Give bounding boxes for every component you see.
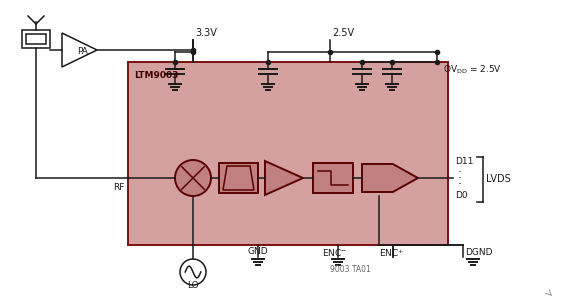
Bar (219, 163, 258, 193)
Text: D0: D0 (455, 192, 468, 200)
Text: ·: · (458, 167, 462, 180)
Text: ·: · (458, 178, 462, 192)
Text: RF: RF (112, 184, 124, 192)
Circle shape (175, 160, 211, 196)
Bar (128, 62, 448, 245)
Polygon shape (362, 164, 418, 192)
Text: D11: D11 (455, 157, 473, 167)
Text: ENC$^{+}$: ENC$^{+}$ (379, 247, 405, 259)
Text: LVDS: LVDS (486, 174, 511, 184)
Bar (26, 34, 46, 44)
Text: LO: LO (187, 281, 199, 290)
Bar (313, 163, 353, 193)
Text: DGND: DGND (465, 248, 492, 257)
Polygon shape (265, 161, 303, 195)
Text: 9003 TA01: 9003 TA01 (330, 265, 370, 274)
Text: ENC$^{-}$: ENC$^{-}$ (322, 247, 348, 258)
Text: 2.5V: 2.5V (332, 28, 354, 38)
Text: GND: GND (248, 247, 268, 256)
Text: PA: PA (77, 48, 88, 56)
Text: ·: · (458, 173, 462, 185)
Text: OV$_{\mathrm{DD}}$ = 2.5V: OV$_{\mathrm{DD}}$ = 2.5V (443, 64, 502, 76)
Bar (22, 30, 50, 48)
Text: 3.3V: 3.3V (195, 28, 217, 38)
Text: LTM9003: LTM9003 (134, 71, 178, 80)
